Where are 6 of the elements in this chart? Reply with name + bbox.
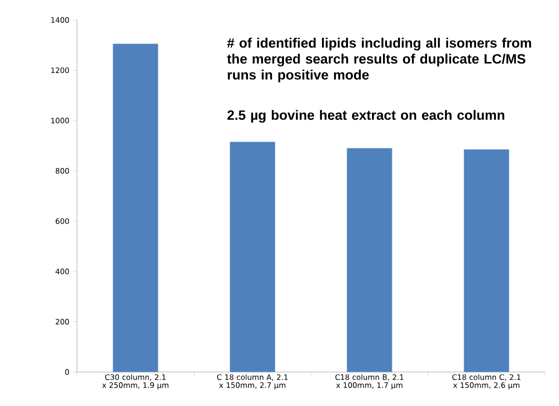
bar (230, 142, 276, 372)
annotation: 2.5 µg bovine heat extract on each column (227, 110, 504, 123)
annotation: # of identified lipids including all isomers from the merged search results of duplicate LC/MS runs in positive mode (227, 38, 532, 82)
bar (464, 149, 510, 372)
bar (346, 148, 392, 372)
bar (112, 44, 158, 372)
